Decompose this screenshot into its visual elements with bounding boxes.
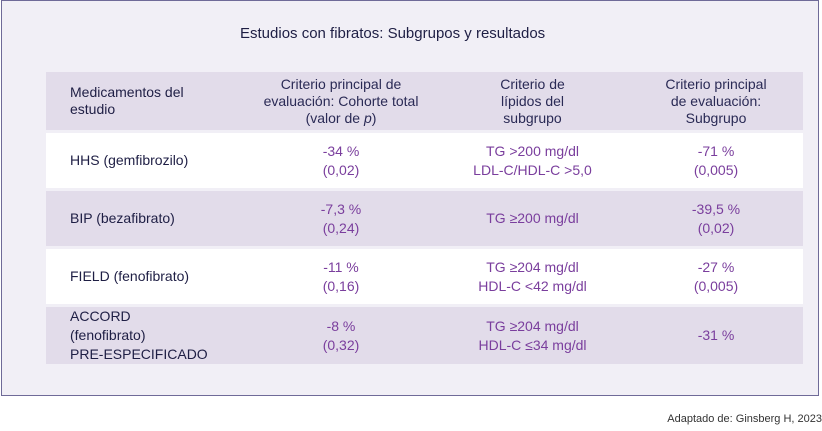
subgroup-result: -27 % (0,005) (629, 249, 803, 304)
result-line: -11 % (323, 258, 359, 275)
study-name: ACCORD (fenofibrato) PRE-ESPECIFICADO (46, 307, 246, 364)
lipid-line: TG ≥200 mg/dl (486, 210, 579, 226)
header-total-prefix: (valor de (305, 109, 364, 126)
study-name-line: BIP (bezafibrato) (70, 210, 175, 226)
study-name-line: PRE-ESPECIFICADO (70, 346, 208, 362)
header-lipid-line: Criterio de (500, 75, 565, 92)
result-line: (0,005) (693, 161, 739, 178)
study-name-line: ACCORD (70, 308, 131, 324)
result-line: (0,005) (693, 277, 739, 294)
study-name-line: HHS (gemfibrozilo) (70, 152, 189, 168)
lipid-line: HDL-C ≤34 mg/dl (478, 336, 587, 353)
result-line: (0,02) (697, 219, 735, 236)
total-cohort-result: -8 % (0,32) (246, 307, 436, 364)
header-row: Medicamentos del estudio Criterio princi… (46, 72, 803, 130)
header-total-cohort: Criterio principal de evaluación: Cohort… (246, 72, 436, 130)
study-name: HHS (gemfibrozilo) (46, 133, 246, 188)
result-line: -39,5 % (691, 200, 741, 217)
result-line: (0,16) (322, 277, 360, 294)
study-name: FIELD (fenofibrato) (46, 249, 246, 304)
total-cohort-result: -34 % (0,02) (246, 133, 436, 188)
table-row: FIELD (fenofibrato) -11 % (0,16) TG ≥204… (46, 249, 803, 304)
header-subgroup-line: Criterio principal (665, 75, 767, 92)
lipid-line: TG ≥204 mg/dl (486, 258, 579, 275)
study-name: BIP (bezafibrato) (46, 191, 246, 246)
total-cohort-result: -7,3 % (0,24) (246, 191, 436, 246)
header-total-line: evaluación: Cohorte total (263, 92, 419, 109)
lipid-line: TG ≥204 mg/dl (486, 317, 579, 334)
header-subgroup: Criterio principal de evaluación: Subgru… (629, 72, 803, 130)
header-lipid-line: lípidos del (500, 92, 565, 109)
header-total-p: p (363, 109, 372, 126)
source-citation: Adaptado de: Ginsberg H, 2023 (667, 413, 822, 425)
lipid-criterion: TG ≥204 mg/dl HDL-C <42 mg/dl (436, 249, 629, 304)
result-line: -7,3 % (320, 200, 362, 217)
result-line: -31 % (697, 327, 735, 343)
subgroup-result: -39,5 % (0,02) (629, 191, 803, 246)
result-line: -34 % (322, 142, 360, 159)
result-line: (0,32) (322, 336, 360, 353)
header-lipid-line: subgrupo (503, 109, 562, 126)
header-study-line: estudio (70, 101, 116, 117)
subgroup-result: -31 % (629, 307, 803, 364)
header-subgroup-line: de evaluación: (670, 92, 762, 109)
total-cohort-result: -11 % (0,16) (246, 249, 436, 304)
lipid-criterion: TG ≥200 mg/dl (436, 191, 629, 246)
table-row: BIP (bezafibrato) -7,3 % (0,24) TG ≥200 … (46, 191, 803, 246)
subgroup-result: -71 % (0,005) (629, 133, 803, 188)
lipid-line: HDL-C <42 mg/dl (478, 277, 587, 294)
lipid-line: LDL-C/HDL-C >5,0 (473, 161, 592, 178)
lipid-line: TG >200 mg/dl (486, 142, 579, 159)
result-line: -27 % (697, 258, 735, 275)
header-study-line: Medicamentos del (70, 84, 184, 100)
fibrate-studies-table: Medicamentos del estudio Criterio princi… (46, 69, 803, 367)
figure-panel: Estudios con fibratos: Subgrupos y resul… (1, 0, 819, 396)
result-line: -71 % (697, 142, 735, 159)
study-name-line: (fenofibrato) (70, 327, 146, 343)
header-lipid-criterion: Criterio de lípidos del subgrupo (436, 72, 629, 130)
lipid-criterion: TG ≥204 mg/dl HDL-C ≤34 mg/dl (436, 307, 629, 364)
result-line: (0,02) (322, 161, 360, 178)
table-row: HHS (gemfibrozilo) -34 % (0,02) TG >200 … (46, 133, 803, 188)
figure-title: Estudios con fibratos: Subgrupos y resul… (240, 25, 546, 42)
result-line: -8 % (326, 317, 356, 334)
header-total-suffix: ) (371, 109, 377, 126)
header-study: Medicamentos del estudio (46, 72, 246, 130)
result-line: (0,24) (322, 219, 360, 236)
table-row: ACCORD (fenofibrato) PRE-ESPECIFICADO -8… (46, 307, 803, 364)
lipid-criterion: TG >200 mg/dl LDL-C/HDL-C >5,0 (436, 133, 629, 188)
header-total-line: Criterio principal de (280, 75, 402, 92)
header-subgroup-line: Subgrupo (685, 109, 747, 126)
header-total-line: (valor de p) (246, 110, 436, 127)
study-name-line: FIELD (fenofibrato) (70, 268, 190, 284)
